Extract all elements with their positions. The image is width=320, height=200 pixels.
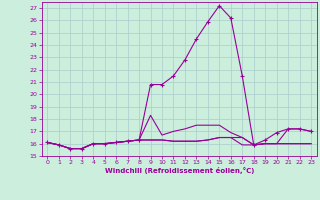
X-axis label: Windchill (Refroidissement éolien,°C): Windchill (Refroidissement éolien,°C) bbox=[105, 167, 254, 174]
